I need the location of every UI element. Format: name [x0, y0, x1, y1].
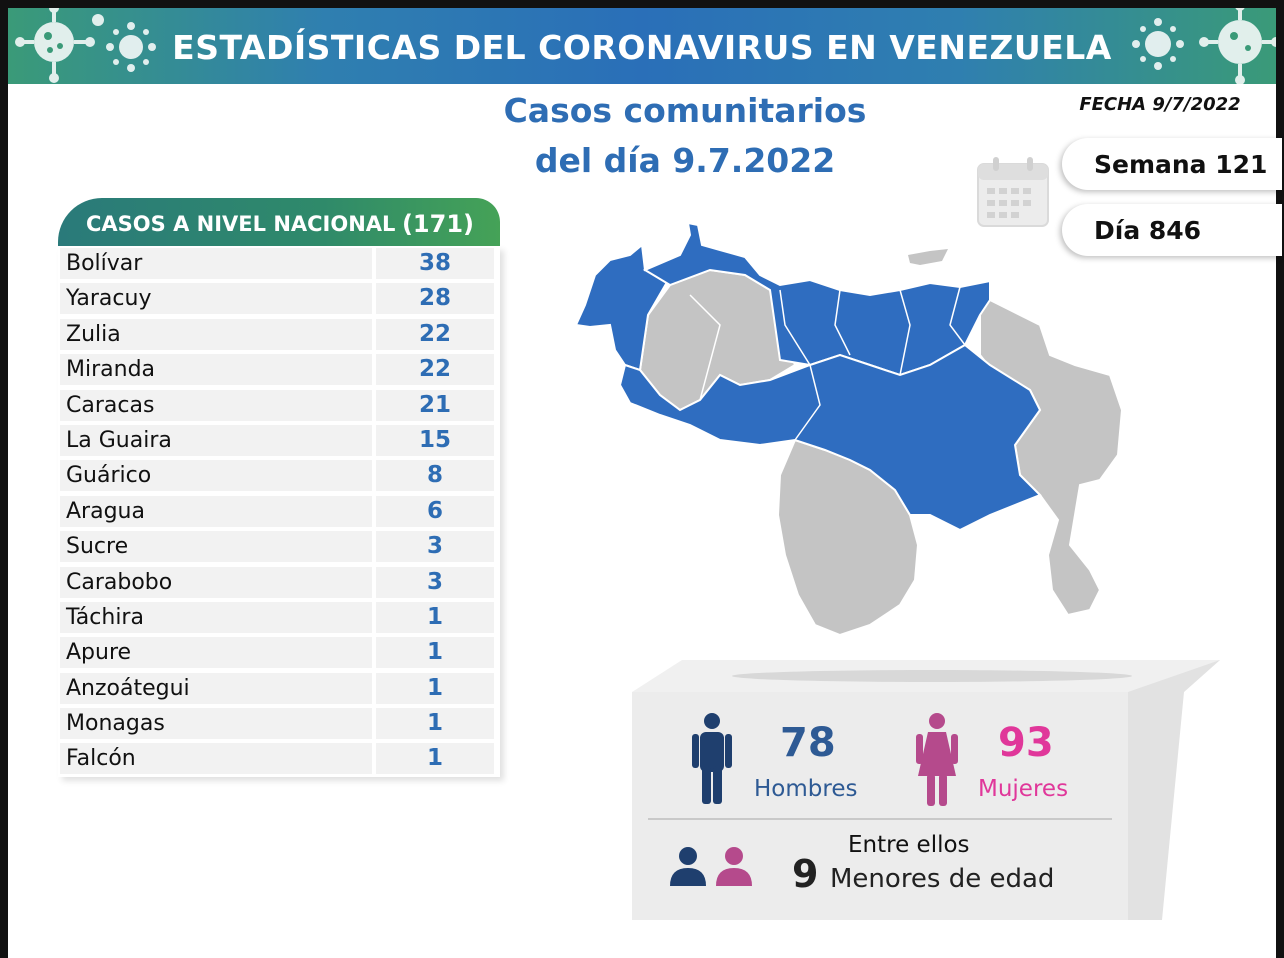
subtitle-line1: Casos comunitarios	[503, 91, 867, 130]
state-name: La Guaira	[60, 424, 372, 456]
state-cases: 15	[376, 424, 494, 456]
day-badge: Día 846	[1062, 204, 1282, 256]
week-badge: Semana 121	[1062, 138, 1282, 190]
map-region-bolivar-apure	[618, 343, 1042, 532]
table-row: La Guaira 15	[58, 423, 500, 458]
national-cases-table: CASOS A NIVEL NACIONAL (171) Bolívar 38 Ya…	[58, 198, 500, 777]
state-cases: 8	[376, 460, 494, 492]
virus-icon	[92, 14, 104, 26]
state-cases: 22	[376, 318, 494, 350]
state-cases: 1	[376, 637, 494, 669]
state-name: Bolívar	[60, 248, 372, 279]
state-cases: 21	[376, 389, 494, 421]
state-name: Monagas	[60, 708, 372, 740]
table-row: Caracas 21	[58, 388, 500, 423]
children-icon	[670, 847, 752, 886]
state-name: Anzoátegui	[60, 672, 372, 704]
state-name: Miranda	[60, 354, 372, 386]
header-banner: ESTADÍSTICAS DEL CORONAVIRUS EN VENEZUEL…	[8, 8, 1276, 84]
table-row: Monagas 1	[58, 706, 500, 741]
table-body: Bolívar 38 Yaracuy 28 Zulia 22 Miranda 22 Caraca…	[58, 246, 500, 777]
table-row: Carabobo 3	[58, 565, 500, 600]
table-row: Zulia 22	[58, 317, 500, 352]
state-name: Apure	[60, 637, 372, 669]
banner-title: ESTADÍSTICAS DEL CORONAVIRUS EN VENEZUEL…	[172, 28, 1112, 67]
table-heading: CASOS A NIVEL NACIONAL	[86, 212, 396, 236]
state-name: Carabobo	[60, 566, 372, 598]
state-name: Zulia	[60, 318, 372, 350]
table-row: Falcón 1	[58, 741, 500, 776]
women-count: 93	[998, 720, 1054, 766]
virus-icon	[1132, 18, 1184, 70]
stats-divider	[648, 818, 1112, 820]
day-label: Día 846	[1094, 216, 1202, 245]
man-icon	[692, 713, 732, 804]
state-cases: 22	[376, 354, 494, 386]
virus-icon	[106, 22, 156, 72]
map-island-margarita	[908, 249, 948, 265]
table-row: Sucre 3	[58, 529, 500, 564]
virus-icon	[1199, 8, 1276, 84]
stats-panel-fold	[632, 660, 1220, 920]
state-cases: 3	[376, 531, 494, 563]
state-cases: 1	[376, 672, 494, 704]
state-name: Falcón	[60, 743, 372, 775]
state-name: Caracas	[60, 389, 372, 421]
report-date: FECHA 9/7/2022	[1079, 94, 1241, 115]
window-frame-left	[0, 0, 8, 958]
state-cases: 1	[376, 743, 494, 775]
table-header: CASOS A NIVEL NACIONAL (171)	[58, 198, 500, 246]
minors-label: Menores de edad	[830, 864, 1055, 894]
table-row: Apure 1	[58, 635, 500, 670]
state-cases: 1	[376, 601, 494, 633]
state-name: Táchira	[60, 601, 372, 633]
window-frame-right	[1276, 0, 1284, 958]
table-row: Miranda 22	[58, 352, 500, 387]
state-cases: 3	[376, 566, 494, 598]
state-name: Guárico	[60, 460, 372, 492]
table-row: Bolívar 38	[58, 246, 500, 281]
demographics-panel	[632, 692, 1128, 920]
table-row: Aragua 6	[58, 494, 500, 529]
venezuela-map	[574, 221, 1124, 637]
state-name: Aragua	[60, 495, 372, 527]
state-name: Yaracuy	[60, 283, 372, 315]
state-name: Sucre	[60, 531, 372, 563]
window-frame-top	[0, 0, 1284, 8]
table-total: (171)	[401, 210, 474, 238]
table-row: Guárico 8	[58, 458, 500, 493]
woman-icon	[916, 713, 958, 806]
table-row: Anzoátegui 1	[58, 671, 500, 706]
state-cases: 1	[376, 708, 494, 740]
women-label: Mujeres	[978, 776, 1069, 802]
week-label: Semana 121	[1094, 150, 1268, 179]
entre-ellos-label: Entre ellos	[848, 832, 970, 858]
table-row: Yaracuy 28	[58, 281, 500, 316]
minors-count: 9	[792, 852, 819, 896]
state-cases: 28	[376, 283, 494, 315]
map-region-north	[642, 221, 991, 377]
table-row: Táchira 1	[58, 600, 500, 635]
state-cases: 38	[376, 248, 494, 279]
subtitle-line2: del día 9.7.2022	[534, 141, 836, 180]
men-count: 78	[780, 720, 836, 766]
calendar-icon	[977, 157, 1049, 227]
men-label: Hombres	[754, 776, 858, 802]
state-cases: 6	[376, 495, 494, 527]
virus-icon	[15, 8, 95, 83]
